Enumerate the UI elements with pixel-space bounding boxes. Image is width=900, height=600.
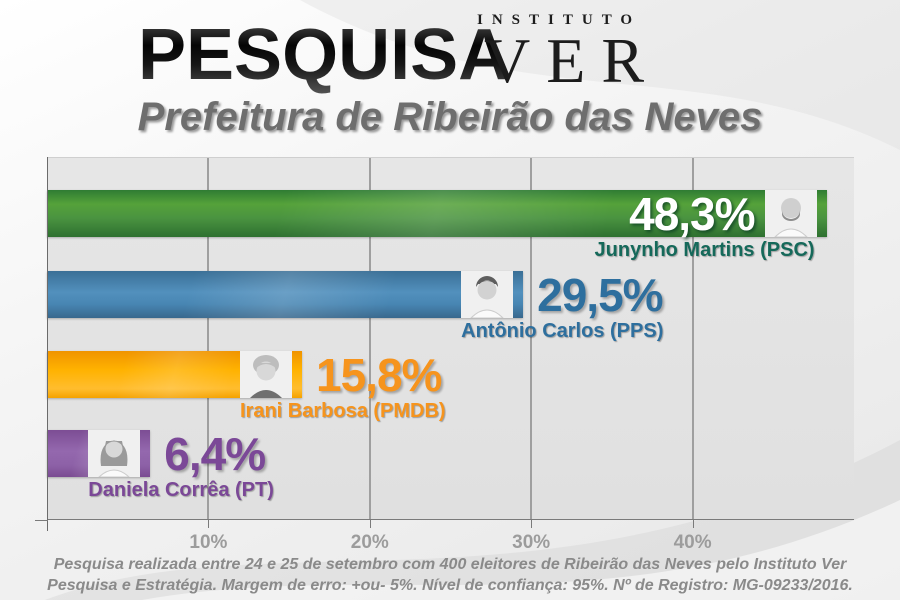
bar-value-antonio-carlos: 29,5% (537, 268, 663, 321)
x-tick-label-20: 20% (350, 532, 389, 553)
x-tick (531, 520, 533, 528)
bar-value-junynho-martins: 48,3% (629, 187, 755, 240)
bar-daniela-correa (47, 430, 151, 477)
brand-title: PESQUISA (138, 15, 511, 95)
bar-label-antonio-carlos: Antônio Carlos (PPS) (461, 320, 664, 342)
methodology-line-2: Pesquisa e Estratégia. Margem de erro: +… (47, 577, 853, 594)
bar-label-daniela-correa: Daniela Corrêa (PT) (88, 479, 274, 501)
x-tick-label-40: 40% (673, 532, 712, 553)
candidate-photo-junynho-martins (764, 190, 817, 237)
chart-title: Prefeitura de Ribeirão das Neves (137, 95, 763, 139)
x-tick (208, 520, 210, 528)
bar-value-daniela-correa: 6,4% (164, 427, 266, 480)
bar-label-irani-barbosa: Irani Barbosa (PMDB) (240, 400, 446, 422)
logo-instituto-text: INSTITUTO (477, 12, 642, 28)
x-tick-label-10: 10% (189, 532, 228, 553)
bar-gloss (47, 271, 524, 318)
chart-plot-area: 48,3% Junynho Martins (PSC) 29,5% Antôni… (47, 157, 854, 520)
methodology-line-1: Pesquisa realizada entre 24 e 25 de sete… (53, 556, 847, 573)
bar-row-junynho-martins: 48,3% Junynho Martins (PSC) (47, 187, 854, 261)
x-axis: 10% 20% 30% 40% (47, 520, 854, 556)
x-axis-extension (35, 520, 48, 521)
candidate-photo-antonio-carlos (461, 271, 514, 318)
candidate-photo-daniela-correa (88, 430, 141, 477)
gridline-40pct (691, 158, 694, 519)
bar-gloss (47, 190, 827, 237)
bar-value-irani-barbosa: 15,8% (316, 348, 442, 401)
logo-ver-text: VER (484, 25, 660, 96)
x-tick-label-30: 30% (512, 532, 551, 553)
bar-row-irani-barbosa: 15,8% Irani Barbosa (PMDB) (47, 348, 854, 422)
gridline-20pct (368, 158, 371, 519)
gridline-30pct (530, 158, 533, 519)
bar-antonio-carlos (47, 271, 524, 318)
bar-row-daniela-correa: 6,4% Daniela Corrêa (PT) (47, 427, 854, 501)
bar-row-antonio-carlos: 29,5% Antônio Carlos (PPS) (47, 268, 854, 342)
y-axis-line (47, 157, 48, 531)
candidate-photo-irani-barbosa (240, 351, 292, 398)
bar-irani-barbosa (47, 351, 302, 398)
x-tick (369, 520, 371, 528)
instituto-ver-logo: INSTITUTO VER (468, 12, 660, 96)
bar-label-junynho-martins: Junynho Martins (PSC) (594, 239, 815, 261)
methodology-note: Pesquisa realizada entre 24 e 25 de sete… (0, 554, 900, 596)
gridline-10pct (207, 158, 210, 519)
x-tick (692, 520, 694, 528)
bar-junynho-martins: 48,3% (47, 187, 827, 240)
